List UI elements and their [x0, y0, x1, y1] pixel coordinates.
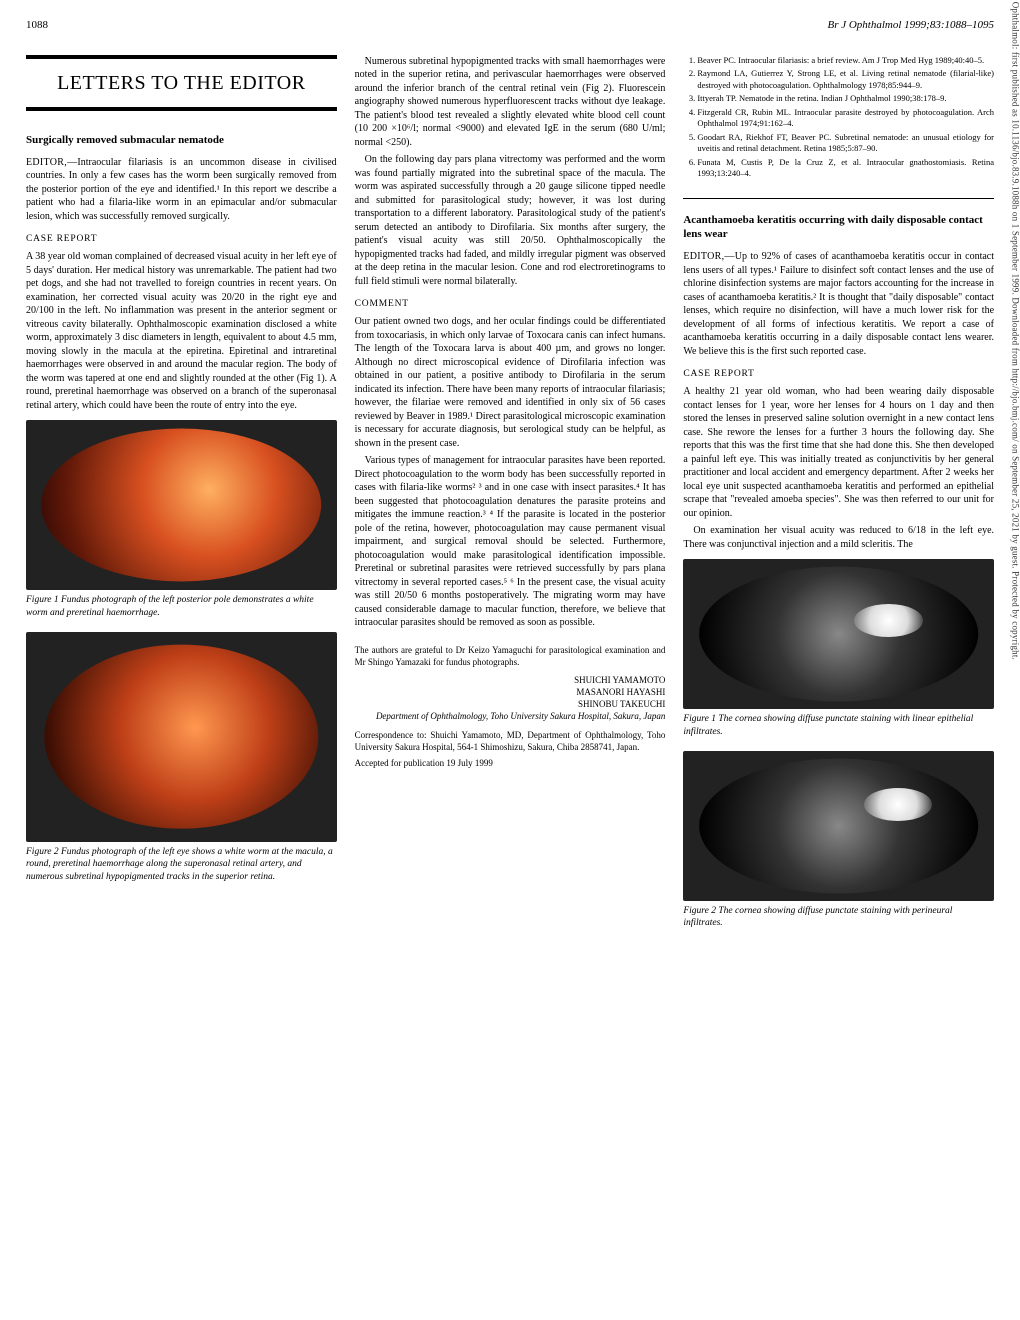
article1-case-p1: A 38 year old woman complained of decrea…	[26, 250, 337, 412]
figure-2-caption: Figure 2 Fundus photograph of the left e…	[26, 846, 337, 884]
figure-1	[26, 420, 337, 590]
article1-intro: EDITOR,—Intraocular filariasis is an unc…	[26, 156, 337, 224]
accepted-date: Accepted for publication 19 July 1999	[355, 757, 666, 769]
author-3: SHINOBU TAKEUCHI	[355, 698, 666, 710]
journal-reference: Br J Ophthalmol 1999;83:1088–1095	[827, 18, 994, 33]
article2-figure-1	[683, 559, 994, 709]
copyright-sidebar: Br J Ophthalmol: first published as 10.1…	[1009, 0, 1020, 660]
figure-1-caption: Figure 1 Fundus photograph of the left p…	[26, 594, 337, 620]
figure-2	[26, 632, 337, 842]
ref-5: Goodart RA, Riekhof FT, Beaver PC. Subre…	[697, 132, 994, 155]
article2-intro: EDITOR,—Up to 92% of cases of acanthamoe…	[683, 250, 994, 358]
letters-heading-box: LETTERS TO THE EDITOR	[26, 55, 337, 111]
article1-comment-p1: Our patient owned two dogs, and her ocul…	[355, 315, 666, 450]
article2-case-p1: A healthy 21 year old woman, who had bee…	[683, 385, 994, 520]
acknowledgement: The authors are grateful to Dr Keizo Yam…	[355, 644, 666, 668]
ref-4: Fitzgerald CR, Rubin ML. Intraocular par…	[697, 107, 994, 130]
correspondence: Correspondence to: Shuichi Yamamoto, MD,…	[355, 729, 666, 753]
ref-6: Funata M, Custis P, De la Cruz Z, et al.…	[697, 157, 994, 180]
author-2: MASANORI HAYASHI	[355, 686, 666, 698]
article1-title: Surgically removed submacular nematode	[26, 133, 337, 148]
article-separator	[683, 198, 994, 199]
references-list: Beaver PC. Intraocular filariasis: a bri…	[683, 55, 994, 180]
column-2: Numerous subretinal hypopigmented tracks…	[355, 55, 666, 942]
ref-3: Ittyerah TP. Nematode in the retina. Ind…	[697, 93, 994, 104]
column-1: LETTERS TO THE EDITOR Surgically removed…	[26, 55, 337, 942]
article1-comment-p2: Various types of management for intraocu…	[355, 454, 666, 630]
article1-col2-p1: Numerous subretinal hypopigmented tracks…	[355, 55, 666, 150]
author-dept: Department of Ophthalmology, Toho Univer…	[355, 710, 666, 722]
article2-figure-2	[683, 751, 994, 901]
article2-case-p2: On examination her visual acuity was red…	[683, 524, 994, 551]
article2-fig2-caption: Figure 2 The cornea showing diffuse punc…	[683, 905, 994, 931]
article2-fig1-caption: Figure 1 The cornea showing diffuse punc…	[683, 713, 994, 739]
letters-heading: LETTERS TO THE EDITOR	[30, 71, 333, 95]
article2-case-head: CASE REPORT	[683, 368, 994, 381]
author-block: SHUICHI YAMAMOTO MASANORI HAYASHI SHINOB…	[355, 674, 666, 723]
article1-col2-p2: On the following day pars plana vitrecto…	[355, 153, 666, 288]
column-3: Beaver PC. Intraocular filariasis: a bri…	[683, 55, 994, 942]
page-number: 1088	[26, 18, 48, 33]
ref-1: Beaver PC. Intraocular filariasis: a bri…	[697, 55, 994, 66]
comment-head: COMMENT	[355, 298, 666, 311]
ref-2: Raymond LA, Gutierrez Y, Strong LE, et a…	[697, 68, 994, 91]
author-1: SHUICHI YAMAMOTO	[355, 674, 666, 686]
case-report-head: CASE REPORT	[26, 233, 337, 246]
article2-title: Acanthamoeba keratitis occurring with da…	[683, 213, 994, 243]
